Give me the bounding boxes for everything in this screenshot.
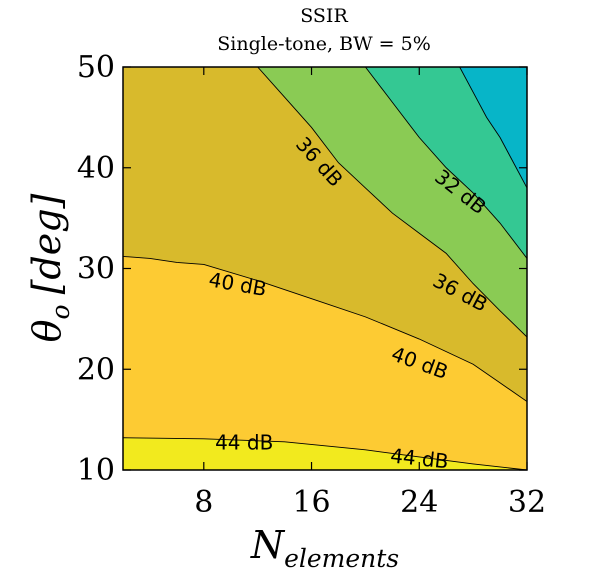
- x-axis: 8 16 24 32: [194, 67, 546, 520]
- x-axis-label: Nelements: [250, 523, 399, 573]
- y-axis: 10 20 30 40 50: [77, 50, 527, 488]
- contour-line-lvl-36-40: [257, 67, 527, 338]
- plot-area: [123, 67, 527, 470]
- y-tick-label: 30: [77, 252, 115, 287]
- x-tick-label: 24: [400, 485, 438, 520]
- y-axis-label-sub: o: [46, 304, 75, 319]
- y-axis-label-main: θ: [25, 319, 69, 342]
- x-tick-label: 32: [508, 485, 546, 520]
- region-lvl-40-44: [123, 256, 527, 470]
- x-axis-label-sub: elements: [284, 544, 399, 573]
- contour-label: 44 dB: [215, 430, 273, 454]
- x-tick-label: 8: [194, 485, 213, 520]
- y-axis-label: θo [deg]: [25, 193, 75, 342]
- x-tick-label: 16: [292, 485, 330, 520]
- y-tick-label: 20: [77, 352, 115, 387]
- contour-line-lvl-44: [123, 437, 527, 470]
- y-axis-label-unit: [deg]: [25, 193, 69, 294]
- contour-line-lvl-40-44: [123, 255, 527, 402]
- contour-line-lvl-32-36: [365, 67, 527, 259]
- y-tick-label: 50: [77, 50, 115, 85]
- region-lvl-44: [123, 437, 527, 470]
- y-tick-label: 10: [77, 453, 115, 488]
- chart-subtitle: Single-tone, BW = 5%: [217, 33, 431, 55]
- x-axis-label-main: N: [250, 523, 286, 567]
- chart-title: SSIR: [300, 5, 348, 27]
- y-tick-label: 40: [77, 151, 115, 186]
- contour-line-lvl-28-32: [459, 67, 527, 189]
